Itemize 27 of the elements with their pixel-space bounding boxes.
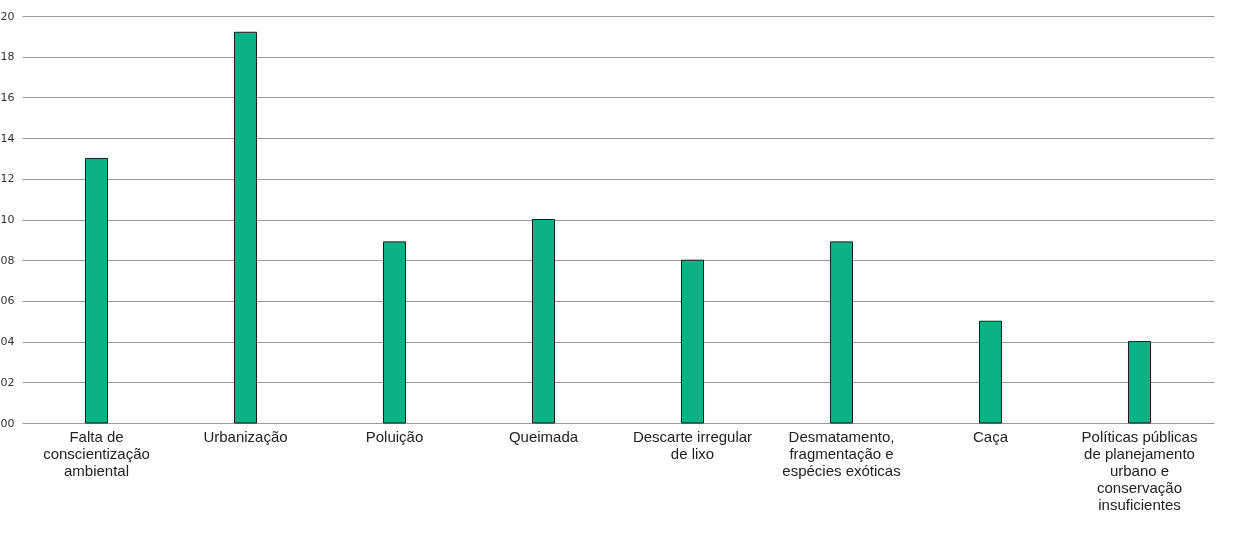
- x-tick-label: Poluição: [365, 427, 424, 445]
- x-tick-label: Desmatamento, fragmentação e espécies exóticas: [782, 427, 901, 479]
- bar: [680, 259, 705, 424]
- y-tick-label: 02: [0, 375, 15, 389]
- x-tick-label: Falta de conscientização ambiental: [43, 427, 150, 479]
- y-tick-label: 16: [0, 90, 15, 104]
- x-tick-label: Políticas públicas de planejamento urbano e conservação insuficientes: [1081, 427, 1198, 513]
- bar: [1127, 341, 1152, 424]
- y-tick-label: 12: [0, 172, 15, 186]
- y-tick-label: 06: [0, 294, 15, 308]
- y-tick-label: 08: [0, 253, 15, 267]
- bar: [531, 219, 556, 424]
- bar: [84, 157, 109, 424]
- y-tick-label: 04: [0, 335, 15, 349]
- x-tick-label: Descarte irregular de lixo: [632, 427, 753, 462]
- y-tick-label: 20: [0, 9, 15, 23]
- y-tick-label: 14: [0, 131, 15, 145]
- x-tick-label: Urbanização: [203, 427, 288, 445]
- y-tick-label: 10: [0, 213, 15, 226]
- y-tick-label: 00: [0, 416, 15, 430]
- bar: [233, 31, 258, 424]
- x-tick-label: Queimada: [508, 427, 579, 445]
- bar: [829, 241, 854, 424]
- y-tick-label: 18: [0, 50, 15, 64]
- bar: [382, 241, 407, 424]
- x-tick-label: Caça: [972, 427, 1009, 445]
- bar: [978, 320, 1003, 424]
